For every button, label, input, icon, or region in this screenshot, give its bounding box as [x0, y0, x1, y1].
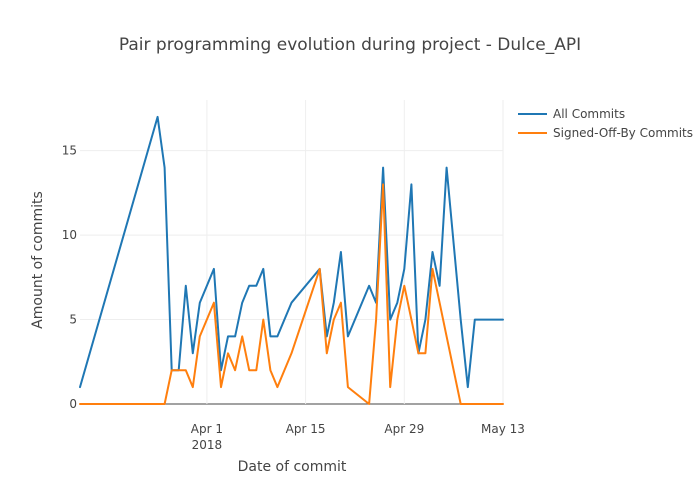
y-tick-label: 5: [69, 313, 77, 327]
series-line-all-commits: [79, 115, 504, 389]
y-tick-label: 15: [62, 144, 77, 158]
x-tick-label: Apr 29: [384, 422, 424, 436]
y-tick-label: 10: [62, 228, 77, 242]
legend-label-0: All Commits: [553, 107, 625, 121]
x-tick-label: Apr 15: [286, 422, 326, 436]
x-axis-title: Date of commit: [238, 459, 347, 475]
y-axis-ticks: 0 5 10 15: [62, 144, 77, 411]
legend: All Commits Signed-Off-By Commits: [518, 107, 693, 140]
chart-title: Pair programming evolution during projec…: [119, 35, 581, 55]
x-axis-ticks: Apr 1 2018 Apr 15 Apr 29 May 13: [191, 422, 525, 452]
y-tick-label: 0: [69, 397, 77, 411]
x-tick-label: May 13: [481, 422, 525, 436]
y-axis-title: Amount of commits: [30, 191, 46, 329]
legend-label-1: Signed-Off-By Commits: [553, 126, 693, 140]
grid-lines: [80, 100, 504, 405]
x-tick-sublabel: 2018: [192, 438, 223, 452]
series-lines: [79, 115, 504, 405]
series-line-signed-off-by-commits: [79, 183, 504, 405]
x-tick-label: Apr 1: [191, 422, 223, 436]
